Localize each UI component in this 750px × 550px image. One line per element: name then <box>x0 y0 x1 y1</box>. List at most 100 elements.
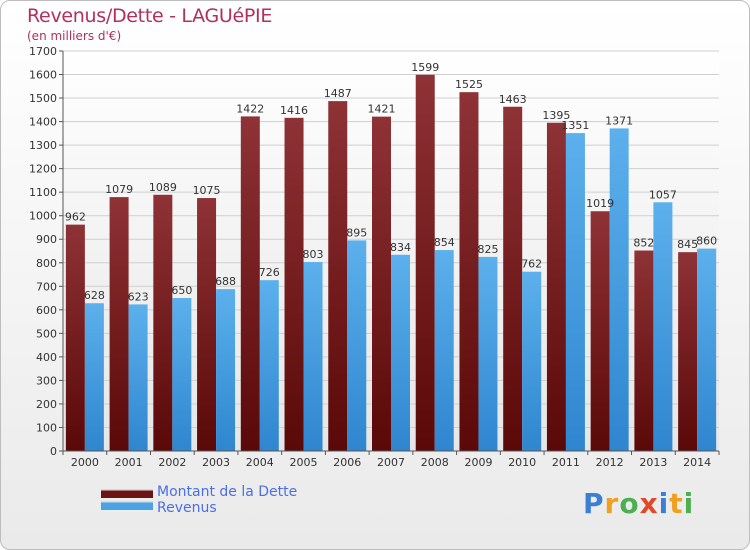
legend-swatch-debt <box>101 489 153 498</box>
revenue-value-label: 726 <box>259 266 280 279</box>
revenue-value-label: 834 <box>390 241 411 254</box>
x-tick-label: 2000 <box>71 456 99 469</box>
debt-value-label: 845 <box>677 238 698 251</box>
y-tick-label: 1200 <box>29 163 57 176</box>
revenue-value-label: 825 <box>477 243 498 256</box>
y-tick-label: 1100 <box>29 186 57 199</box>
x-tick-label: 2012 <box>596 456 624 469</box>
y-tick-label: 700 <box>36 280 57 293</box>
revenue-bar <box>128 304 148 451</box>
revenue-bar <box>172 298 192 451</box>
y-tick-label: 0 <box>50 445 57 458</box>
revenue-value-label: 650 <box>171 284 192 297</box>
x-tick-label: 2013 <box>639 456 667 469</box>
y-tick-label: 400 <box>36 351 57 364</box>
x-tick-label: 2004 <box>246 456 274 469</box>
revenue-value-label: 1057 <box>649 188 677 201</box>
x-tick-label: 2014 <box>683 456 711 469</box>
revenue-value-label: 623 <box>128 290 149 303</box>
y-tick-label: 1500 <box>29 92 57 105</box>
revenue-bar <box>697 248 717 451</box>
y-tick-label: 200 <box>36 398 57 411</box>
y-tick-label: 1600 <box>29 69 57 82</box>
y-tick-label: 500 <box>36 327 57 340</box>
revenue-bar <box>216 289 236 451</box>
revenue-value-label: 803 <box>303 248 324 261</box>
revenue-value-label: 762 <box>521 258 542 271</box>
debt-bar <box>284 117 304 451</box>
debt-bar <box>546 122 566 451</box>
debt-value-label: 962 <box>65 211 86 224</box>
debt-bar <box>372 116 391 451</box>
revenue-value-label: 895 <box>346 226 367 239</box>
debt-value-label: 1416 <box>280 104 308 117</box>
x-tick-label: 2007 <box>377 456 405 469</box>
legend-label-revenue: Revenus <box>157 500 217 516</box>
debt-bar <box>459 92 479 452</box>
debt-value-label: 1395 <box>542 109 570 122</box>
x-tick-label: 2008 <box>421 456 449 469</box>
debt-bar <box>65 224 85 451</box>
debt-bar <box>109 197 129 451</box>
proxiti-logo: Proxiti <box>583 487 695 520</box>
y-tick-label: 1700 <box>29 45 57 58</box>
y-tick-label: 100 <box>36 421 57 434</box>
debt-value-label: 852 <box>633 237 654 250</box>
revenue-value-label: 688 <box>215 275 236 288</box>
debt-bar <box>240 116 260 451</box>
revenue-bar <box>391 254 410 451</box>
x-tick-label: 2011 <box>552 456 580 469</box>
debt-bar <box>328 101 348 451</box>
y-tick-label: 800 <box>36 257 57 270</box>
revenue-bar <box>347 240 367 451</box>
debt-value-label: 1422 <box>236 102 264 115</box>
debt-value-label: 1019 <box>586 197 614 210</box>
debt-value-label: 1463 <box>499 93 527 106</box>
debt-bar <box>503 106 523 451</box>
debt-bar <box>678 252 698 451</box>
debt-value-label: 1487 <box>324 87 352 100</box>
revenue-value-label: 1371 <box>605 114 633 127</box>
x-tick-label: 2005 <box>290 456 318 469</box>
y-tick-label: 1300 <box>29 139 57 152</box>
debt-bar <box>197 198 217 451</box>
revenue-value-label: 854 <box>434 236 455 249</box>
revenue-value-label: 1351 <box>561 119 589 132</box>
x-tick-label: 2009 <box>464 456 492 469</box>
y-tick-label: 300 <box>36 374 57 387</box>
y-tick-label: 1400 <box>29 116 57 129</box>
chart-subtitle: (en milliers d'€) <box>27 29 122 43</box>
debt-value-label: 1421 <box>368 103 396 116</box>
legend-swatch-revenue <box>101 501 153 510</box>
debt-value-label: 1089 <box>149 181 177 194</box>
x-tick-label: 2002 <box>158 456 186 469</box>
x-tick-label: 2010 <box>508 456 536 469</box>
y-tick-label: 600 <box>36 304 57 317</box>
debt-value-label: 1075 <box>193 184 221 197</box>
revenue-bar <box>434 250 454 451</box>
revenue-bar <box>259 280 279 451</box>
y-tick-label: 900 <box>36 233 57 246</box>
debt-bar <box>634 250 654 451</box>
debt-value-label: 1079 <box>105 183 133 196</box>
revenue-bar <box>565 133 585 451</box>
debt-bar <box>415 74 435 451</box>
debt-bar <box>153 194 173 451</box>
revenue-bar <box>609 128 629 451</box>
debt-value-label: 1525 <box>455 78 483 91</box>
revenue-bar <box>84 303 104 451</box>
debt-bar <box>590 211 610 451</box>
revenue-bar <box>303 262 323 451</box>
revenue-bar <box>478 256 498 451</box>
revenue-bar <box>522 271 542 451</box>
y-tick-label: 1000 <box>29 210 57 223</box>
revenue-value-label: 628 <box>84 289 105 302</box>
chart-title: Revenus/Dette - LAGUéPIE <box>27 5 273 27</box>
revenue-value-label: 860 <box>696 235 717 248</box>
x-tick-label: 2003 <box>202 456 230 469</box>
x-tick-label: 2001 <box>115 456 143 469</box>
legend-label-debt: Montant de la Dette <box>157 484 298 500</box>
debt-value-label: 1599 <box>411 61 439 74</box>
